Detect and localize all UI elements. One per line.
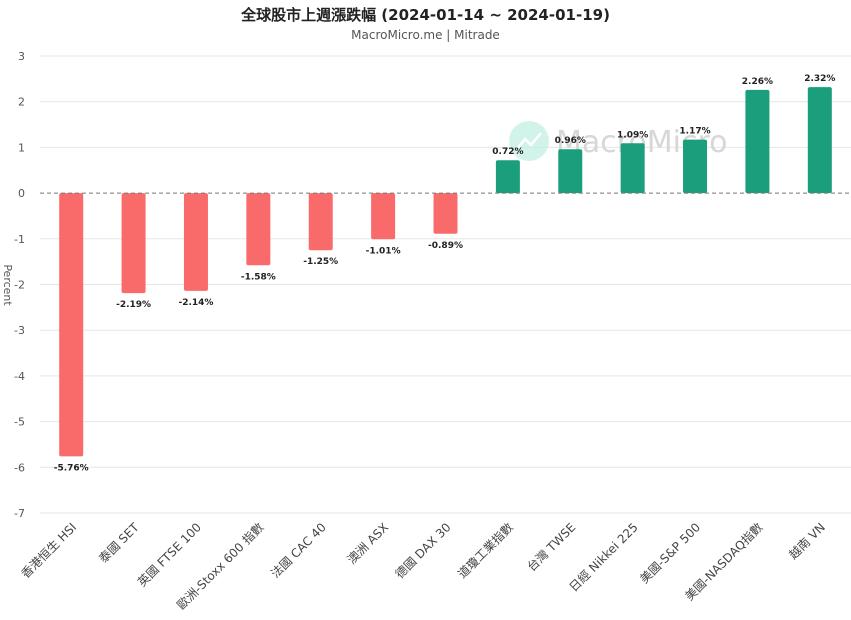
macromicro-logo-icon bbox=[509, 121, 549, 161]
bar bbox=[745, 89, 770, 194]
bar bbox=[495, 160, 520, 194]
y-tick-label: 3 bbox=[18, 50, 25, 63]
x-tick-label: 法國 CAC 40 bbox=[268, 520, 329, 581]
x-tick-label: 日經 Nikkei 225 bbox=[566, 520, 640, 594]
bar bbox=[558, 149, 583, 194]
bars bbox=[59, 87, 832, 457]
y-tick-label: -5 bbox=[14, 416, 25, 429]
data-label: 0.96% bbox=[555, 136, 586, 146]
y-tick-label: -2 bbox=[14, 279, 25, 292]
data-label: -5.76% bbox=[54, 463, 89, 473]
y-tick-label: -7 bbox=[14, 507, 25, 520]
y-axis-ticks: 3 2 1 0 -1 -2 -3 -4 -5 -6 -7 bbox=[14, 50, 25, 520]
data-label: 2.26% bbox=[742, 77, 773, 87]
x-tick-label: 泰國 SET bbox=[96, 520, 142, 566]
y-tick-label: -3 bbox=[14, 324, 25, 337]
x-tick-label: 澳洲 ASX bbox=[345, 520, 392, 567]
bar bbox=[433, 193, 458, 234]
y-tick-label: 2 bbox=[18, 96, 25, 109]
data-label: -1.01% bbox=[366, 246, 401, 256]
data-label: 0.72% bbox=[492, 147, 523, 157]
x-tick-label: 香港恒生 HSI bbox=[19, 520, 80, 581]
y-tick-label: -1 bbox=[14, 233, 25, 246]
x-tick-label: 台灣 TWSE bbox=[524, 520, 579, 575]
bar bbox=[807, 87, 832, 194]
bar bbox=[246, 193, 271, 266]
data-label: 2.32% bbox=[804, 74, 835, 84]
data-labels: -5.76% -2.19% -2.14% -1.58% -1.25% -1.01% -0.8… bbox=[54, 74, 836, 473]
x-tick-label: 美國-S&P 500 bbox=[637, 520, 703, 586]
chart-subtitle: MacroMicro.me | Mitrade bbox=[351, 28, 500, 42]
data-label: 1.17% bbox=[679, 127, 710, 137]
data-label: 1.09% bbox=[617, 130, 648, 140]
data-label: -2.14% bbox=[178, 298, 213, 308]
data-label: -0.89% bbox=[428, 241, 463, 251]
watermark-trend-glyph bbox=[516, 132, 542, 150]
bar bbox=[308, 193, 333, 251]
bar bbox=[620, 143, 645, 194]
x-tick-label: 越南 VN bbox=[785, 520, 827, 562]
y-axis-title: Percent bbox=[1, 264, 14, 306]
data-label: -1.25% bbox=[303, 257, 338, 267]
x-tick-label: 德國 DAX 30 bbox=[392, 520, 454, 582]
bar bbox=[683, 139, 708, 194]
bar bbox=[59, 193, 84, 457]
y-tick-label: -6 bbox=[14, 461, 25, 474]
x-tick-label: 英國 FTSE 100 bbox=[135, 520, 204, 589]
bar bbox=[371, 193, 396, 240]
y-tick-label: 0 bbox=[18, 187, 25, 200]
x-tick-label: 道瓊工業指數 bbox=[454, 520, 516, 582]
gridlines bbox=[40, 55, 851, 514]
data-label: -2.19% bbox=[116, 300, 151, 310]
data-label: -1.58% bbox=[241, 272, 276, 282]
y-tick-label: -4 bbox=[14, 370, 25, 383]
bar bbox=[121, 193, 146, 294]
bar bbox=[183, 193, 208, 291]
y-tick-label: 1 bbox=[18, 141, 25, 154]
chart-title: 全球股市上週漲跌幅 (2024-01-14 ~ 2024-01-19) bbox=[241, 6, 610, 24]
